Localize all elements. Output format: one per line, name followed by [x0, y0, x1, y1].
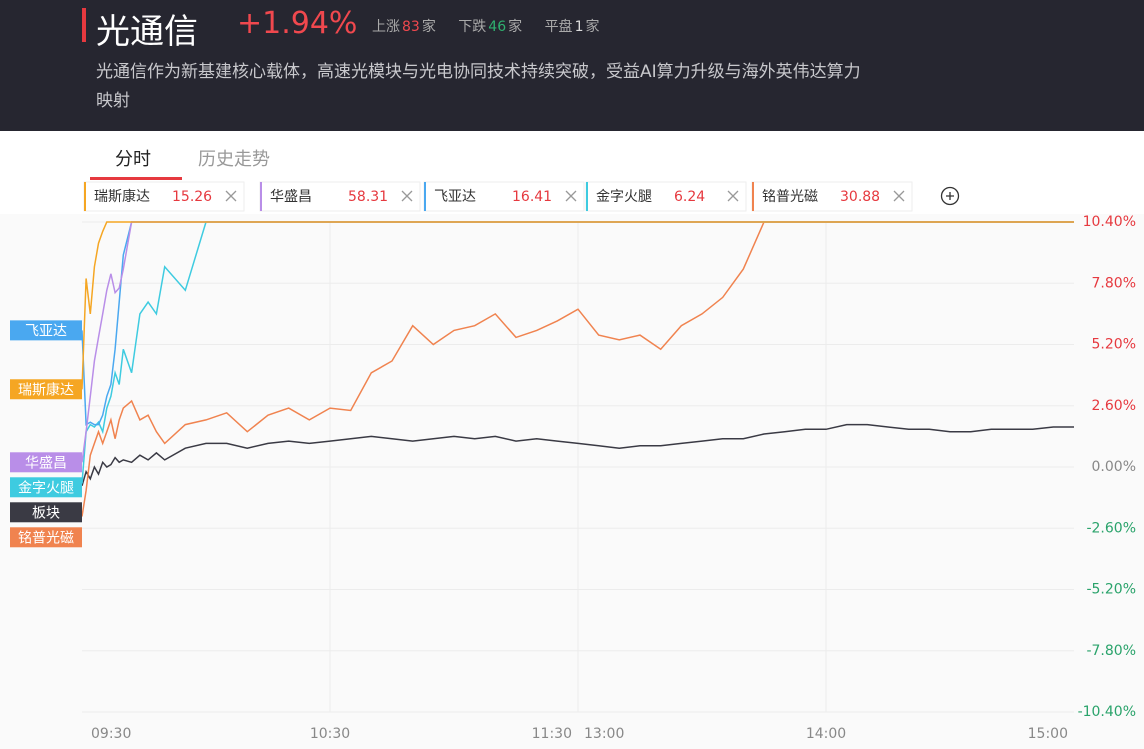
- stock-price: 6.24: [674, 189, 705, 205]
- down-count: 46: [488, 19, 507, 35]
- stock-tab-box: [423, 181, 585, 212]
- series-tag-label: 华盛昌: [25, 455, 67, 471]
- up-label: 上涨: [372, 19, 400, 35]
- stock-tab[interactable]: 铭普光磁 30.88: [751, 181, 913, 212]
- close-icon[interactable]: [225, 190, 237, 202]
- description: 光通信作为新基建核心载体，高速光模块与光电协同技术持续突破，受益AI算力升级与海…: [96, 62, 861, 111]
- series-tag-label: 铭普光磁: [18, 530, 74, 546]
- stock-tab-accent: [424, 182, 426, 211]
- flat-count: 1: [574, 19, 584, 35]
- x-tick-label: 15:00: [1028, 726, 1068, 742]
- stock-name: 金字火腿: [596, 189, 652, 205]
- stock-tab-accent: [260, 182, 262, 211]
- plot-background: [0, 214, 1144, 749]
- down-label: 下跌: [458, 19, 487, 35]
- series-tag-label: 瑞斯康达: [18, 381, 74, 398]
- series-tag: [10, 452, 82, 473]
- stock-tab[interactable]: 瑞斯康达 15.26: [83, 181, 245, 212]
- y-tick-label: -7.80%: [1086, 643, 1136, 659]
- series-line: [81, 221, 1074, 390]
- stock-price: 30.88: [840, 189, 880, 205]
- series-tag-label: 金字火腿: [18, 480, 74, 496]
- stock-name: 华盛昌: [270, 189, 312, 205]
- unit: 家: [508, 19, 523, 35]
- close-icon[interactable]: [893, 190, 905, 202]
- stock-name: 飞亚达: [434, 189, 476, 205]
- stock-price: 16.41: [512, 189, 552, 205]
- header: 光通信 +1.94% 上涨 83 家 下跌 46 家 平盘 1 家 光通信作为新基建核心载体…: [0, 0, 1144, 131]
- title: 光通信: [96, 12, 198, 52]
- up-count: 83: [402, 19, 420, 35]
- series-tag: [10, 477, 82, 498]
- tab-bar: 分时 历史走势: [0, 131, 1144, 181]
- stock-price: 15.26: [172, 189, 212, 205]
- y-tick-label: -10.40%: [1078, 704, 1136, 720]
- flat-label: 平盘: [544, 19, 573, 35]
- unit: 家: [421, 19, 436, 35]
- stock-tab[interactable]: 华盛昌 58.31: [259, 181, 421, 212]
- stock-tab-box: [259, 181, 421, 212]
- y-tick-label: 7.80%: [1092, 275, 1136, 291]
- add-button[interactable]: [940, 186, 960, 206]
- x-tick-label: 14:00: [806, 726, 846, 742]
- stock-tab-accent: [752, 182, 754, 211]
- series-tag: [10, 379, 82, 400]
- series-tag: [10, 502, 82, 523]
- stock-name: 铭普光磁: [762, 189, 818, 205]
- y-tick-label: -2.60%: [1086, 520, 1136, 536]
- series-tag-label: 飞亚达: [25, 323, 67, 339]
- stock-tab-accent: [586, 182, 588, 211]
- stock-tab[interactable]: 金字火腿 6.24: [585, 181, 747, 212]
- add-icon: [946, 192, 954, 200]
- stock-name: 瑞斯康达: [94, 188, 150, 205]
- close-icon[interactable]: [727, 190, 739, 202]
- close-icon[interactable]: [401, 190, 413, 202]
- stock-tab-box: [585, 181, 747, 212]
- series-tag: [10, 527, 82, 548]
- tab[interactable]: 历史走势: [198, 149, 270, 170]
- y-tick-label: 5.20%: [1092, 337, 1136, 353]
- series-tag: [10, 320, 82, 341]
- x-tick-label: 11:30: [532, 726, 572, 742]
- x-tick-label: 10:30: [310, 726, 350, 742]
- accent-bar: [82, 8, 86, 42]
- close-icon[interactable]: [565, 190, 577, 202]
- stock-tab-box: [751, 181, 913, 212]
- y-tick-label: 2.60%: [1092, 398, 1136, 414]
- stock-tab-box: [83, 181, 245, 212]
- change: +1.94%: [237, 6, 358, 41]
- unit: 家: [585, 19, 600, 35]
- stats: 上涨 83 家 下跌 46 家 平盘 1 家: [372, 16, 601, 36]
- x-tick-label: 13:00: [584, 726, 624, 742]
- stock-price: 58.31: [348, 189, 388, 205]
- y-tick-label: -5.20%: [1086, 582, 1136, 598]
- series-tag-label: 板块: [32, 505, 60, 521]
- series-line: [81, 423, 1074, 487]
- x-tick-label: 09:30: [91, 726, 131, 742]
- stock-tab-accent: [84, 182, 86, 211]
- y-tick-label: 10.40%: [1083, 214, 1136, 230]
- stock-tab[interactable]: 飞亚达 16.41: [423, 181, 585, 212]
- y-tick-label: 0.00%: [1092, 459, 1136, 475]
- tab-underline: [90, 177, 182, 180]
- tab[interactable]: 分时: [115, 149, 151, 170]
